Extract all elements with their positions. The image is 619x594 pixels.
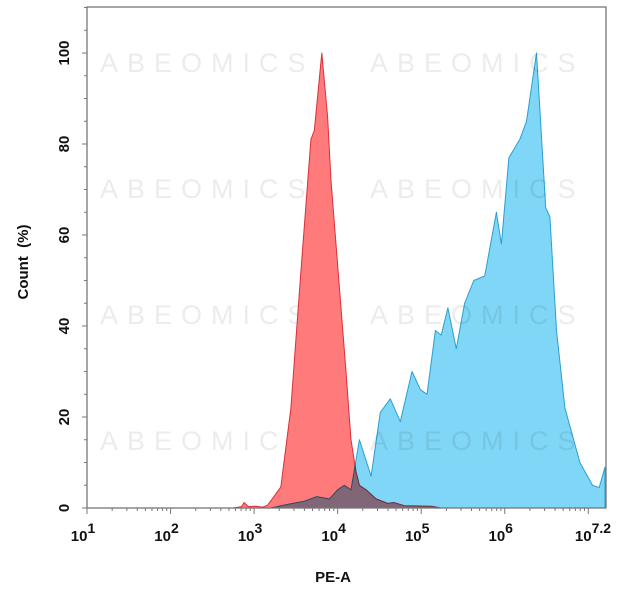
x-tick-base: 10 <box>405 528 422 545</box>
y-tick-label: 60 <box>56 227 73 244</box>
x-tick-label: 103 <box>238 520 263 545</box>
x-tick-exponent: 3 <box>255 520 263 536</box>
x-tick-base: 10 <box>575 528 592 545</box>
x-tick-label: 106 <box>488 520 513 545</box>
watermark: ABEOMICS <box>100 426 315 456</box>
x-tick-label: 107.2 <box>575 520 611 545</box>
watermark: ABEOMICS <box>100 48 315 78</box>
x-tick-label: 105 <box>405 520 430 545</box>
x-tick-label: 102 <box>154 520 179 545</box>
watermark: ABEOMICS <box>370 48 585 78</box>
x-tick-exponent: 4 <box>338 520 346 536</box>
x-tick-exponent: 2 <box>171 520 179 536</box>
x-tick-exponent: 1 <box>87 520 95 536</box>
y-tick-label: 100 <box>56 40 73 65</box>
y-tick-label: 80 <box>56 136 73 153</box>
watermark: ABEOMICS <box>100 174 315 204</box>
y-tick-label: 20 <box>56 409 73 426</box>
x-tick-label: 101 <box>71 520 96 545</box>
y-tick-label: 0 <box>56 504 73 512</box>
x-axis-title: PE-A <box>315 569 351 586</box>
x-tick-base: 10 <box>321 528 338 545</box>
sample-histogram-area <box>270 52 606 509</box>
y-axis-title: Count (%) <box>15 225 32 300</box>
x-tick-exponent: 5 <box>422 520 430 536</box>
watermark: ABEOMICS <box>100 300 315 330</box>
x-tick-base: 10 <box>488 528 505 545</box>
watermark: ABEOMICS <box>370 174 585 204</box>
x-tick-base: 10 <box>154 528 171 545</box>
x-tick-base: 10 <box>71 528 88 545</box>
y-tick-label: 40 <box>56 318 73 335</box>
x-tick-base: 10 <box>238 528 255 545</box>
x-tick-exponent: 6 <box>505 520 513 536</box>
series-layer <box>232 52 606 509</box>
x-tick-label: 104 <box>321 520 346 545</box>
x-tick-exponent: 7.2 <box>592 520 612 536</box>
